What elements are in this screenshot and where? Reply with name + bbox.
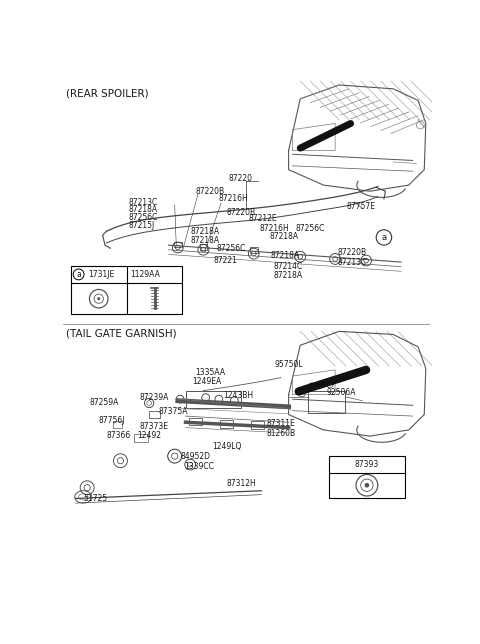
- Text: 12492: 12492: [137, 431, 161, 440]
- Text: 87218A: 87218A: [271, 251, 300, 260]
- Text: 87366: 87366: [107, 431, 131, 440]
- Text: (REAR SPOILER): (REAR SPOILER): [66, 88, 149, 98]
- Text: 87220: 87220: [229, 174, 253, 183]
- Text: 87220B: 87220B: [337, 249, 367, 258]
- Text: 87256C: 87256C: [128, 213, 157, 222]
- Bar: [252, 421, 264, 429]
- Bar: [113, 421, 122, 428]
- Text: 87218A: 87218A: [190, 236, 219, 245]
- Bar: [308, 392, 345, 413]
- Text: 1339CC: 1339CC: [184, 462, 214, 471]
- Text: 87214C: 87214C: [274, 262, 303, 271]
- Text: 87239A: 87239A: [139, 393, 168, 402]
- Text: 87215J: 87215J: [128, 221, 155, 230]
- Bar: [250, 247, 258, 253]
- Text: 1249LQ: 1249LQ: [212, 442, 241, 451]
- Bar: [134, 434, 148, 442]
- Circle shape: [365, 483, 369, 488]
- Text: 87218A: 87218A: [190, 227, 219, 236]
- Circle shape: [97, 297, 100, 300]
- Text: 87393: 87393: [355, 460, 379, 469]
- Text: 51725: 51725: [83, 494, 108, 503]
- Bar: [190, 417, 202, 425]
- Bar: [174, 242, 181, 247]
- Text: 87256C: 87256C: [296, 225, 325, 234]
- Text: 87220B: 87220B: [196, 187, 225, 196]
- Text: 87218A: 87218A: [274, 271, 303, 280]
- Text: 1731JE: 1731JE: [88, 270, 114, 279]
- Text: 92506A: 92506A: [326, 388, 356, 397]
- Text: 87256C: 87256C: [216, 243, 246, 252]
- Text: 87213C: 87213C: [337, 258, 367, 267]
- Text: 87218A: 87218A: [128, 205, 157, 214]
- Text: 87311E: 87311E: [267, 419, 296, 428]
- Text: 95750L: 95750L: [275, 360, 303, 369]
- Text: 87212E: 87212E: [248, 214, 277, 223]
- Text: 1249EA: 1249EA: [192, 377, 221, 386]
- Bar: [71, 266, 182, 314]
- Text: 87213C: 87213C: [128, 198, 157, 207]
- Text: 87216H: 87216H: [219, 194, 249, 204]
- Text: 87312H: 87312H: [227, 479, 256, 488]
- Text: 87259A: 87259A: [89, 398, 119, 407]
- Text: 1335AA: 1335AA: [196, 368, 226, 377]
- Bar: [220, 420, 233, 428]
- Text: 87757E: 87757E: [347, 202, 376, 211]
- Text: a: a: [76, 270, 81, 279]
- Text: 87220B: 87220B: [227, 207, 256, 216]
- Bar: [186, 391, 241, 408]
- Text: 87373E: 87373E: [139, 422, 168, 431]
- Bar: [200, 244, 207, 250]
- Text: 87375A: 87375A: [158, 407, 188, 416]
- Text: 87221: 87221: [214, 256, 237, 265]
- Text: 1243BH: 1243BH: [223, 391, 253, 400]
- Text: 1129AA: 1129AA: [131, 270, 160, 279]
- Bar: [149, 411, 160, 417]
- Text: 81260B: 81260B: [267, 428, 296, 437]
- Text: 87218A: 87218A: [269, 232, 299, 241]
- Text: (TAIL GATE GARNISH): (TAIL GATE GARNISH): [66, 328, 177, 338]
- Bar: [329, 456, 405, 498]
- Text: 87756J: 87756J: [99, 416, 125, 425]
- Text: 84952D: 84952D: [180, 451, 210, 460]
- Text: a: a: [382, 233, 386, 242]
- Text: 87216H: 87216H: [260, 223, 290, 232]
